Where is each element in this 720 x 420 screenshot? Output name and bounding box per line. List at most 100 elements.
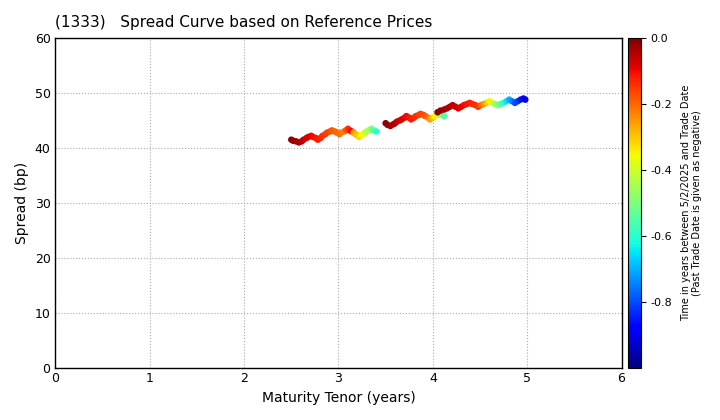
Point — [341, 127, 352, 134]
Point — [472, 103, 484, 110]
Point — [286, 136, 297, 143]
Point — [330, 129, 342, 136]
Point — [321, 129, 333, 136]
X-axis label: Maturity Tenor (years): Maturity Tenor (years) — [261, 391, 415, 405]
Point — [361, 128, 372, 135]
Point — [346, 128, 357, 135]
Point — [444, 103, 456, 110]
Point — [506, 98, 518, 105]
Point — [354, 134, 365, 140]
Point — [432, 109, 444, 116]
Point — [333, 131, 345, 138]
Point — [368, 127, 379, 134]
Point — [403, 114, 415, 121]
Point — [320, 131, 331, 138]
Point — [356, 132, 367, 139]
Point — [394, 117, 405, 124]
Point — [301, 135, 312, 142]
Point — [366, 125, 377, 132]
Text: (1333)   Spread Curve based on Reference Prices: (1333) Spread Curve based on Reference P… — [55, 15, 433, 30]
Point — [453, 105, 464, 112]
Point — [436, 112, 448, 118]
Point — [312, 136, 323, 143]
Point — [413, 112, 424, 118]
Point — [336, 129, 347, 136]
Point — [469, 102, 481, 108]
Point — [424, 116, 436, 123]
Point — [458, 102, 469, 108]
Point — [467, 101, 478, 108]
Point — [515, 96, 526, 103]
Point — [342, 125, 354, 132]
Point — [487, 100, 498, 106]
Y-axis label: Time in years between 5/2/2025 and Trade Date
(Past Trade Date is given as negat: Time in years between 5/2/2025 and Trade… — [680, 85, 702, 321]
Point — [293, 139, 305, 146]
Point — [324, 128, 336, 135]
Point — [363, 127, 374, 134]
Point — [390, 120, 401, 126]
Point — [329, 128, 341, 135]
Point — [305, 132, 317, 139]
Point — [382, 121, 393, 128]
Point — [405, 116, 417, 123]
Point — [400, 113, 412, 119]
Point — [380, 120, 392, 126]
Point — [420, 113, 431, 119]
Point — [399, 114, 410, 121]
Point — [357, 131, 369, 138]
Point — [391, 118, 402, 125]
Point — [478, 101, 490, 108]
Point — [415, 110, 426, 117]
Point — [509, 100, 521, 106]
Y-axis label: Spread (bp): Spread (bp) — [15, 162, 29, 244]
Point — [338, 128, 350, 135]
Point — [287, 137, 299, 144]
Point — [396, 116, 408, 123]
Point — [518, 95, 529, 102]
Point — [302, 134, 314, 140]
Point — [351, 132, 363, 139]
Point — [481, 100, 492, 106]
Point — [350, 131, 361, 138]
Point — [461, 101, 472, 108]
Point — [296, 138, 307, 145]
Point — [447, 102, 459, 108]
Point — [348, 129, 359, 136]
Point — [455, 103, 467, 110]
Point — [512, 98, 523, 105]
Point — [307, 134, 319, 140]
Point — [464, 100, 475, 106]
Point — [423, 114, 434, 121]
Point — [429, 113, 441, 119]
Point — [492, 102, 504, 108]
Point — [495, 101, 506, 108]
Point — [384, 123, 396, 129]
Point — [298, 136, 310, 143]
Point — [438, 113, 450, 119]
Point — [500, 98, 512, 105]
Point — [418, 112, 429, 118]
Point — [315, 135, 326, 142]
Point — [317, 132, 328, 139]
Point — [410, 113, 422, 119]
Point — [326, 127, 338, 134]
Point — [371, 128, 382, 135]
Point — [441, 105, 453, 112]
Point — [310, 135, 322, 142]
Point — [290, 138, 302, 145]
Point — [503, 96, 515, 103]
Point — [432, 112, 444, 118]
Point — [433, 110, 445, 117]
Point — [498, 100, 509, 106]
Point — [484, 98, 495, 105]
Point — [387, 121, 399, 128]
Point — [435, 107, 446, 114]
Point — [520, 96, 531, 103]
Point — [408, 114, 420, 121]
Point — [450, 103, 462, 110]
Point — [475, 102, 487, 108]
Point — [490, 101, 501, 108]
Point — [438, 106, 450, 113]
Point — [359, 129, 371, 136]
Point — [344, 127, 356, 134]
